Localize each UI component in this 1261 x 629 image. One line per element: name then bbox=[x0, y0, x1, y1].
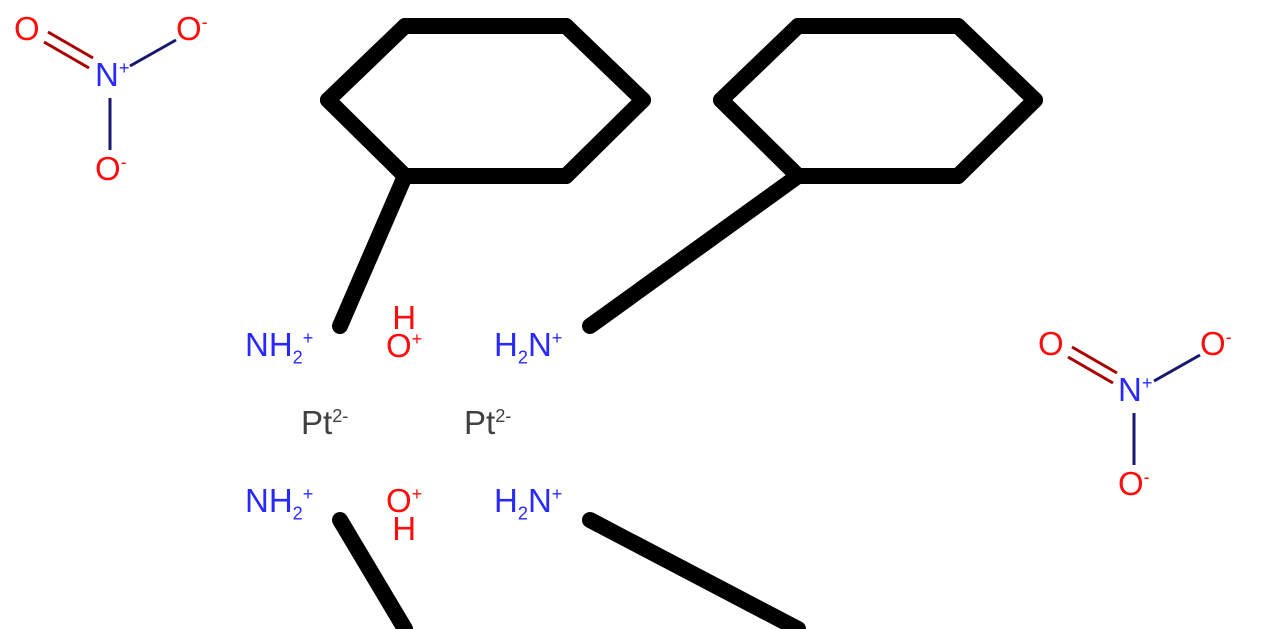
atom-symbol: O bbox=[1038, 325, 1064, 362]
atom-N-pos-br: N+ bbox=[1118, 373, 1152, 406]
cyclohexane-3 bbox=[340, 520, 566, 629]
atom-N-pos-tl: N+ bbox=[95, 58, 129, 91]
cyclohexane-1 bbox=[328, 26, 643, 326]
atom-O-neg-tl-bot: O- bbox=[95, 152, 127, 185]
atom-O-neg-br-bot: O- bbox=[1118, 467, 1150, 500]
bond-double-1b bbox=[44, 42, 89, 68]
atom-symbol: O bbox=[176, 10, 202, 47]
atom-symbol: O bbox=[1118, 465, 1144, 502]
bond-single-no-tl-1 bbox=[130, 40, 176, 66]
atom-O-br-left: O bbox=[1038, 327, 1064, 360]
bond-double-br-a bbox=[1072, 347, 1117, 373]
atom-O-tl-left: O bbox=[14, 12, 40, 45]
charge: - bbox=[202, 12, 208, 32]
atom-O-neg-br-right: O- bbox=[1200, 327, 1232, 360]
bond-double-1a bbox=[48, 32, 93, 58]
atom-NH2-pos-top-left: NH2+ bbox=[245, 328, 313, 361]
cyclohexane-4 bbox=[590, 520, 798, 629]
bond-single-no-br-1 bbox=[1154, 355, 1200, 381]
atom-symbol: N bbox=[95, 56, 119, 93]
atom-Pt-left: Pt2- bbox=[301, 406, 348, 439]
atom-OH-pos-bot: O+ H bbox=[386, 484, 422, 540]
atom-OH-pos-top: H O+ bbox=[386, 306, 422, 362]
atom-H2N-pos-top-right: H2N+ bbox=[494, 328, 562, 361]
charge: + bbox=[119, 58, 130, 78]
charge: - bbox=[1144, 467, 1150, 487]
atom-symbol: O bbox=[95, 150, 121, 187]
bond-double-br-b bbox=[1068, 357, 1113, 383]
atom-symbol: N bbox=[1118, 371, 1142, 408]
charge: - bbox=[1226, 327, 1232, 347]
atom-symbol: O bbox=[14, 10, 40, 47]
atom-O-neg-tl-right: O- bbox=[176, 12, 208, 45]
atom-NH2-pos-bot-left: NH2+ bbox=[245, 484, 313, 517]
diagram-stage: O- O N+ O- O- O N+ O- NH2+ H O+ H2N+ Pt2… bbox=[0, 0, 1261, 629]
charge: + bbox=[1142, 373, 1153, 393]
atom-H2N-pos-bot-right: H2N+ bbox=[494, 484, 562, 517]
cyclohexane-2 bbox=[590, 26, 1035, 326]
atom-symbol: O bbox=[1200, 325, 1226, 362]
atom-Pt-right: Pt2- bbox=[464, 406, 511, 439]
bond-layer bbox=[0, 0, 1261, 629]
charge: - bbox=[121, 152, 127, 172]
